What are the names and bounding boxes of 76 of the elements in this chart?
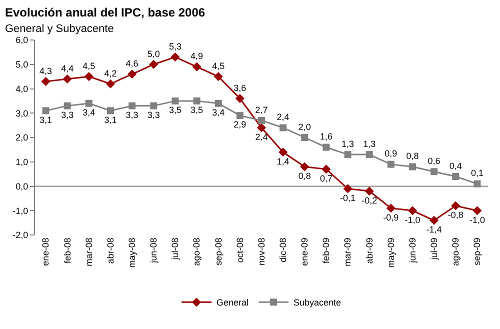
data-label: 1,3 (342, 138, 354, 149)
data-label: 1,6 (320, 132, 332, 142)
data-label: 3,6 (234, 82, 246, 93)
data-label: 2,9 (234, 120, 246, 130)
legend-label: General (216, 298, 249, 308)
data-label: 0,9 (384, 148, 398, 159)
x-tick-label: mar-09 (342, 238, 353, 266)
y-tick-label: 5,0 (16, 60, 28, 70)
data-label: 5,0 (147, 48, 160, 59)
x-tick-label: abr-08 (105, 238, 116, 264)
x-tick-label: sep-09 (472, 238, 482, 266)
data-label: 0,8 (298, 170, 311, 181)
x-tick-label: feb-08 (62, 238, 72, 264)
x-tick-label: ene-09 (300, 238, 310, 266)
data-label: 2,0 (298, 122, 311, 132)
x-tick-label: sep-08 (213, 238, 224, 266)
data-label: 4,5 (212, 60, 225, 71)
x-tick-label: jun-09 (407, 238, 418, 264)
x-tick-label: mar-08 (84, 238, 94, 266)
data-label: 4,9 (190, 51, 204, 62)
y-tick-label: -2,0 (12, 230, 28, 240)
x-tick-label: dic-08 (278, 238, 288, 262)
data-label: -1,0 (404, 214, 420, 225)
x-tick-label: jul-09 (428, 238, 439, 261)
y-tick-label: 4,0 (16, 84, 28, 94)
data-label: 4,2 (104, 68, 117, 78)
x-tick-label: nov-08 (256, 238, 266, 266)
chart-subtitle: General y Subyacente (5, 23, 114, 36)
y-tick-label: -1,0 (12, 206, 28, 216)
y-tick-label: 0,0 (16, 181, 28, 192)
data-label: 4,6 (126, 58, 138, 69)
data-label: 3,1 (104, 114, 117, 125)
x-tick-label: jul-08 (170, 238, 180, 261)
data-label: 3,5 (168, 105, 182, 116)
data-label: -0,2 (362, 195, 378, 206)
data-label: 3,3 (147, 110, 160, 120)
data-label: 3,5 (190, 105, 204, 116)
data-label: 0,6 (428, 156, 440, 166)
data-label: 0,4 (449, 160, 462, 171)
data-label: 1,3 (363, 138, 376, 149)
data-label: 3,4 (212, 108, 225, 118)
data-label: -0,9 (383, 212, 399, 222)
data-label: 4,5 (82, 60, 96, 71)
data-label: 3,3 (126, 110, 138, 120)
data-label: -1,0 (469, 214, 485, 225)
legend-label: Subyacente (294, 298, 342, 308)
data-label: -1,4 (426, 224, 442, 235)
data-label: 4,4 (61, 63, 74, 74)
data-label: 3,4 (82, 108, 96, 118)
x-tick-label: may-08 (126, 238, 137, 268)
x-tick-label: ago-09 (450, 238, 461, 266)
data-label: 0,7 (320, 173, 332, 184)
x-tick-label: may-09 (386, 238, 396, 268)
data-label: 1,4 (276, 156, 290, 166)
x-tick-label: feb-09 (321, 238, 332, 264)
data-label: 2,7 (255, 104, 268, 115)
data-label: -0,8 (448, 210, 464, 220)
data-label: 5,3 (168, 41, 182, 52)
y-tick-label: 1,0 (16, 157, 28, 168)
chart-title: Evolución anual del IPC, base 2006 (5, 5, 206, 20)
data-label: -0,1 (340, 192, 356, 203)
y-tick-label: 2,0 (16, 132, 28, 143)
data-label: 0,1 (470, 168, 484, 178)
x-tick-label: abr-09 (364, 238, 374, 264)
data-label: 2,4 (255, 132, 268, 142)
x-tick-label: jun-08 (148, 238, 159, 264)
data-label: 3,3 (61, 110, 74, 120)
y-tick-label: 6,0 (16, 35, 28, 46)
data-label: 2,4 (276, 112, 290, 122)
data-label: 3,1 (40, 114, 52, 125)
x-tick-label: oct-08 (234, 238, 245, 263)
data-label: 4,3 (40, 66, 52, 76)
x-tick-label: ene-08 (40, 238, 51, 266)
x-tick-label: ago-08 (192, 238, 202, 266)
data-label: 0,8 (406, 151, 419, 162)
y-tick-label: 3,0 (16, 108, 28, 118)
